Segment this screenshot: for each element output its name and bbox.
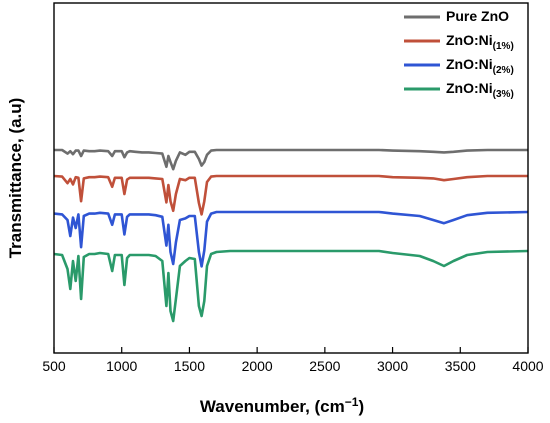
plot-frame (53, 2, 529, 354)
legend-label-4: ZnO:Ni(3%) (446, 80, 514, 100)
legend: Pure ZnO ZnO:Ni(1%) ZnO:Ni(2%) ZnO:Ni(3%) (404, 8, 514, 100)
legend-label-3: ZnO:Ni(2%) (446, 56, 514, 76)
x-axis-title-sup: −1 (345, 395, 359, 409)
x-tick-label: 3000 (377, 358, 408, 374)
x-tick-label: 1500 (174, 358, 205, 374)
x-tick-label: 1000 (106, 358, 137, 374)
x-ticks: 500 1000 1500 2000 2500 3000 3500 4000 (42, 347, 544, 374)
y-axis-title: Transmittance, (a.u) (6, 98, 25, 259)
x-axis-title-close: ) (358, 397, 364, 416)
x-tick-label: 500 (42, 358, 66, 374)
legend-label-1: Pure ZnO (446, 8, 509, 24)
series-line-3 (53, 210, 529, 268)
x-tick-label: 4000 (512, 358, 543, 374)
legend-label-2: ZnO:Ni(1%) (446, 32, 514, 52)
series-line-2 (53, 174, 528, 216)
x-tick-label: 2500 (309, 358, 340, 374)
x-tick-label: 2000 (242, 358, 273, 374)
x-tick-label: 3500 (445, 358, 476, 374)
series-layer (53, 148, 529, 323)
series-line-1 (54, 148, 528, 171)
series-line-4 (53, 249, 529, 323)
x-axis-title: Wavenumber, (cm−1) (200, 395, 364, 416)
